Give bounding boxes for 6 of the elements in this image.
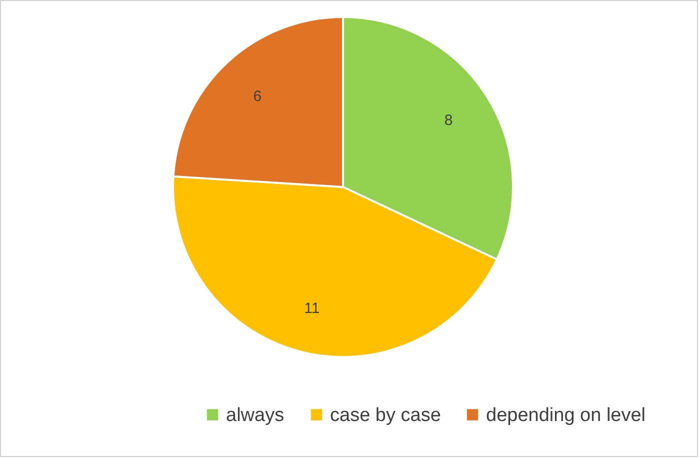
legend-label: case by case xyxy=(330,404,441,426)
data-label: 6 xyxy=(253,88,262,105)
legend-label: always xyxy=(226,404,284,426)
legend-label: depending on level xyxy=(486,404,646,426)
data-label: 11 xyxy=(304,300,320,318)
data-label: 8 xyxy=(444,112,453,130)
